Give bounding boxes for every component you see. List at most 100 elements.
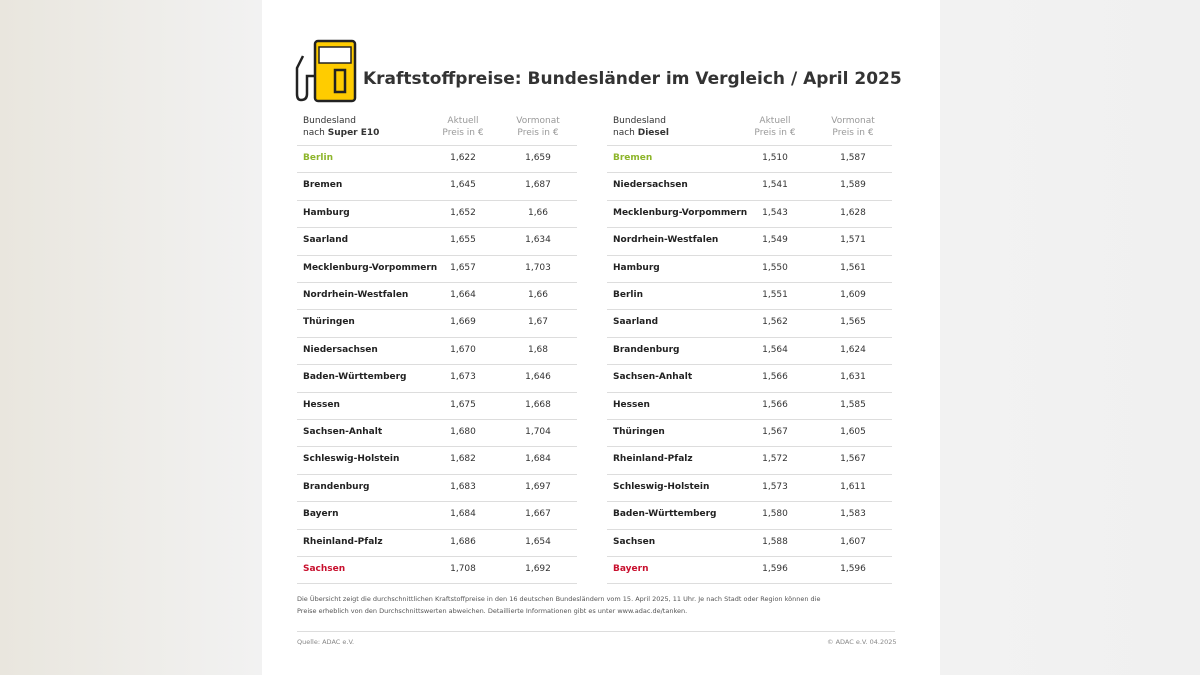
price-current: 1,675 (450, 399, 476, 410)
price-previous: 1,667 (525, 509, 551, 520)
row-rule (297, 473, 577, 475)
price-previous: 1,567 (840, 454, 866, 465)
row-rule (297, 556, 577, 557)
price-current: 1,567 (762, 427, 788, 437)
row-rule (607, 391, 892, 393)
price-previous: 1,634 (525, 235, 551, 246)
state-name: Saarland (303, 235, 349, 246)
price-current: 1,566 (762, 399, 788, 410)
price-previous: 1,66 (527, 290, 549, 300)
column-header: nach Diesel (613, 127, 669, 139)
source: Quelle: ADAC e.V. (297, 638, 355, 646)
price-current: 1,550 (762, 262, 788, 273)
price-previous: 1,571 (840, 235, 866, 246)
price-current: 1,510 (762, 153, 788, 163)
price-current: 1,645 (450, 180, 476, 191)
price-current: 1,622 (450, 153, 476, 163)
row-rule (607, 254, 892, 256)
state-name: Thüringen (303, 317, 355, 328)
price-current: 1,580 (762, 509, 788, 520)
column-header: Preis in € (517, 128, 559, 138)
price-previous: 1,703 (525, 262, 551, 273)
price-previous: 1,596 (840, 564, 866, 574)
row-rule (297, 309, 577, 311)
price-previous: 1,624 (840, 344, 866, 355)
row-rule (297, 364, 577, 366)
state-name: Hamburg (303, 207, 350, 218)
price-previous: 1,561 (840, 262, 866, 273)
row-rule (607, 501, 892, 503)
row-rule (297, 583, 577, 585)
price-current: 1,686 (450, 536, 476, 547)
price-previous: 1,687 (525, 180, 551, 191)
price-current: 1,680 (450, 427, 476, 437)
state-name: Thüringen (613, 427, 665, 437)
price-previous: 1,68 (527, 344, 549, 355)
state-name: Nordrhein-Westfalen (613, 235, 719, 246)
state-name: Hessen (303, 399, 340, 410)
price-current: 1,669 (450, 317, 476, 328)
column-header: Aktuell (759, 116, 791, 126)
price-current: 1,670 (450, 344, 476, 355)
state-name: Niedersachsen (303, 344, 378, 355)
price-previous: 1,646 (525, 372, 551, 383)
state-name: Rheinland-Pfalz (303, 536, 383, 547)
row-rule (607, 446, 892, 448)
row-rule (297, 446, 577, 448)
state-name: Sachsen (303, 564, 346, 574)
fuel-type: Super E10 (327, 128, 380, 138)
state-name: Bremen (303, 180, 343, 191)
state-name: Sachsen-Anhalt (303, 427, 383, 437)
fuel-pump-icon (295, 39, 357, 103)
header-prefix: nach (613, 128, 635, 138)
price-current: 1,541 (762, 180, 788, 191)
column-header: Aktuell (447, 116, 479, 126)
price-previous: 1,654 (525, 536, 551, 547)
price-previous: 1,684 (525, 454, 551, 465)
state-name: Bayern (303, 509, 339, 520)
price-previous: 1,587 (840, 153, 866, 163)
price-current: 1,657 (450, 262, 476, 273)
row-rule (297, 254, 577, 256)
price-current: 1,549 (762, 235, 788, 246)
row-rule (297, 282, 577, 283)
title: Kraftstoffpreise: Bundesländer im Vergle… (363, 69, 902, 89)
price-current: 1,551 (762, 290, 788, 300)
price-previous: 1,704 (525, 427, 551, 437)
state-name: Mecklenburg-Vorpommern (613, 207, 748, 218)
price-previous: 1,589 (840, 180, 866, 191)
column-header: Preis in € (754, 128, 796, 138)
price-previous: 1,67 (527, 317, 549, 328)
price-current: 1,683 (450, 481, 476, 492)
price-current: 1,566 (762, 372, 788, 383)
row-rule (607, 583, 892, 585)
state-name: Sachsen-Anhalt (613, 372, 693, 383)
row-rule (297, 172, 577, 174)
state-name: Mecklenburg-Vorpommern (303, 262, 438, 273)
state-name: Hessen (613, 399, 650, 410)
row-rule (607, 199, 892, 201)
footer-rule (297, 631, 895, 632)
footnote: Die Übersicht zeigt die durchschnittlich… (297, 595, 821, 603)
price-previous: 1,583 (840, 509, 866, 520)
price-current: 1,655 (450, 235, 476, 246)
state-name: Niedersachsen (613, 180, 688, 191)
row-rule (607, 282, 892, 283)
price-current: 1,673 (450, 372, 476, 383)
column-header: Vormonat (516, 116, 560, 126)
price-previous: 1,668 (525, 399, 551, 410)
state-name: Sachsen (613, 536, 656, 547)
footnote: Preise erheblich von den Durchschnittswe… (297, 607, 688, 615)
state-name: Baden-Württemberg (303, 372, 407, 383)
state-name: Nordrhein-Westfalen (303, 290, 409, 300)
state-name: Schleswig-Holstein (613, 481, 710, 492)
price-previous: 1,631 (840, 372, 866, 383)
price-current: 1,562 (762, 317, 788, 328)
row-rule (297, 501, 577, 503)
price-previous: 1,659 (525, 153, 551, 163)
row-rule (297, 391, 577, 393)
row-rule (607, 172, 892, 174)
state-name: Berlin (613, 290, 643, 300)
column-header: Preis in € (832, 128, 874, 138)
price-current: 1,573 (762, 481, 788, 492)
